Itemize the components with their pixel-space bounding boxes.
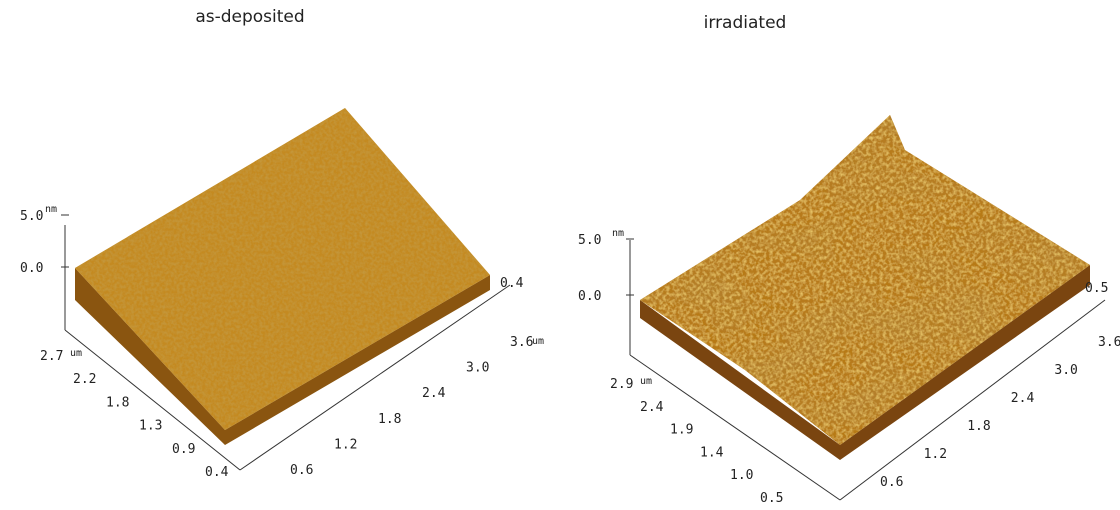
- x-tick-label: 1.2: [334, 437, 357, 452]
- x-tick-label: 3.0: [466, 361, 489, 376]
- z-tick-label: 0.0: [20, 261, 43, 276]
- x-tick-label: 3.0: [1054, 363, 1077, 378]
- x-tick-label: 3.6: [1098, 335, 1120, 350]
- x-tick-label: 0.6: [880, 475, 903, 490]
- panel-title: irradiated: [704, 13, 787, 33]
- z-tick-label: 5.0: [20, 209, 43, 224]
- x-unit: um: [532, 336, 544, 347]
- panel-title: as-deposited: [195, 7, 304, 27]
- y-tick-label: 2.2: [73, 372, 96, 387]
- y-tick-label: 1.8: [106, 395, 129, 410]
- surface-edge: [75, 268, 490, 445]
- y-tick-label: 2.9: [610, 377, 633, 392]
- y-tick-label: 0.4: [205, 465, 229, 480]
- y-tick-label: 1.9: [670, 423, 693, 438]
- axis: [64, 329, 241, 471]
- z-tick-label: 0.0: [578, 289, 601, 304]
- x-tick-label: 0.6: [290, 463, 313, 478]
- z-tick-label: 5.0: [578, 233, 601, 248]
- axis: [839, 299, 1106, 501]
- y-unit: um: [640, 376, 652, 387]
- y-tick-label: 2.7: [40, 349, 63, 364]
- y-tick-label: 1.3: [139, 419, 162, 434]
- x-tick-label: 2.4: [1011, 391, 1035, 406]
- axis: [629, 354, 841, 501]
- x-tick-label: 3.6: [510, 335, 533, 350]
- y-unit: um: [70, 348, 82, 359]
- y-tick-label: 1.0: [730, 468, 753, 483]
- x-tick-label: 1.2: [924, 447, 947, 462]
- afm-surface: [75, 108, 490, 430]
- x-tick-label: 1.8: [967, 419, 990, 434]
- x-tick-label: 2.4: [422, 386, 446, 401]
- z-unit: nm: [45, 204, 57, 215]
- afm-surface: [640, 115, 1090, 445]
- y-tick-label: 0.9: [172, 442, 195, 457]
- axis: [239, 284, 511, 471]
- y-tick-label: 2.4: [640, 400, 664, 415]
- y-tick-label: 0.5: [760, 491, 783, 506]
- y-tick-label: 1.4: [700, 445, 724, 460]
- x-tick-label: 1.8: [378, 412, 401, 427]
- back-tick-label: 0.4: [500, 276, 524, 291]
- z-unit: nm: [612, 228, 624, 239]
- back-tick-label: 0.5: [1085, 281, 1108, 296]
